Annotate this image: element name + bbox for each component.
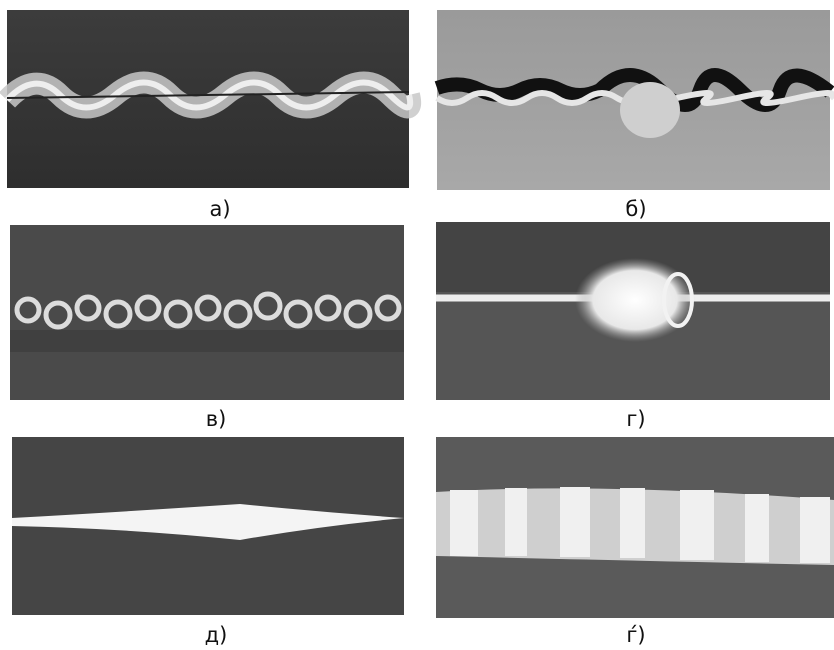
label-a: а) xyxy=(209,197,230,221)
photo-b xyxy=(434,10,834,190)
label-b: б) xyxy=(625,197,646,221)
label-d: г) xyxy=(626,407,645,431)
photo-d xyxy=(436,222,830,400)
photo-a xyxy=(0,10,422,188)
label-c: в) xyxy=(206,407,227,431)
label-e: д) xyxy=(205,623,228,647)
photo-c xyxy=(10,225,404,400)
label-f: ѓ) xyxy=(626,623,645,647)
photo-e xyxy=(12,437,404,615)
photo-f xyxy=(436,437,834,618)
